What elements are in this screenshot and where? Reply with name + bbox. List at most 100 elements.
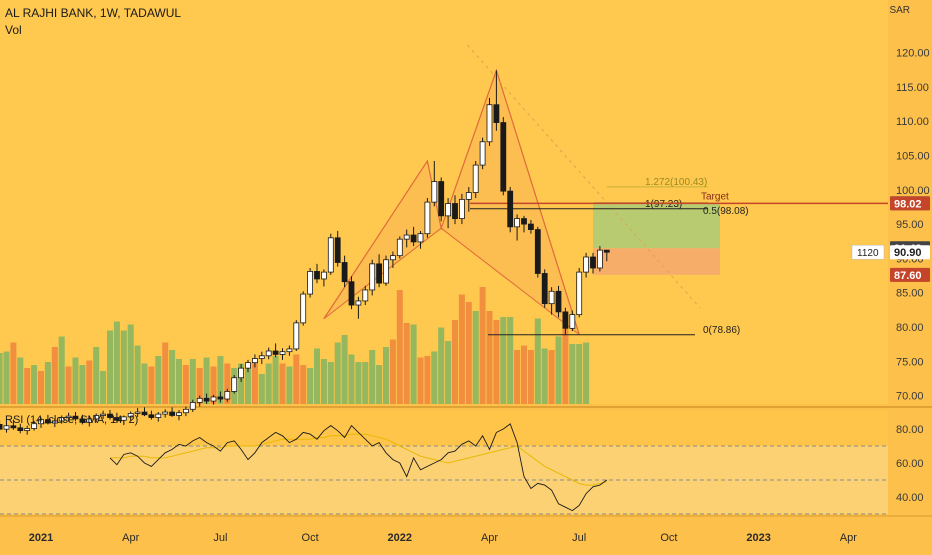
- y-axis-tick-label: 100.00: [896, 185, 930, 197]
- candle-body: [120, 416, 127, 421]
- candle-body: [314, 271, 320, 280]
- volume-bar: [79, 365, 86, 404]
- volume-bar: [38, 371, 44, 404]
- candle-body: [555, 290, 562, 313]
- volume-bar: [521, 345, 527, 404]
- price-tag-label: 90.90: [894, 247, 922, 259]
- candle-body: [203, 397, 210, 402]
- candle-body: [258, 355, 265, 359]
- candle-body: [231, 377, 238, 392]
- y-axis-tick-label: 85.00: [896, 288, 924, 300]
- x-axis-tick-label: Apr: [840, 532, 857, 544]
- y-axis-tick-label: 105.00: [896, 150, 930, 162]
- candle-body: [486, 104, 493, 143]
- candle-body: [245, 362, 251, 369]
- x-axis-tick-label: 2021: [29, 532, 53, 544]
- candle-body: [383, 259, 389, 284]
- target-label: Target: [701, 191, 729, 202]
- volume-bar: [465, 302, 472, 404]
- volume-bar: [182, 365, 189, 404]
- candle-body: [210, 396, 217, 402]
- candle-body: [548, 290, 555, 305]
- candle-body: [127, 413, 134, 418]
- candle-body: [452, 203, 458, 219]
- volume-bar: [445, 341, 452, 404]
- candle-body: [17, 427, 24, 431]
- last-price-box: [851, 244, 885, 260]
- volume-bar: [362, 362, 369, 404]
- volume-bar: [514, 350, 521, 404]
- volume-bar: [403, 323, 410, 404]
- candle-body: [479, 141, 486, 166]
- candle-body: [279, 351, 286, 355]
- volume-bar: [258, 374, 265, 404]
- candle-body: [403, 234, 410, 240]
- candle-body: [576, 271, 583, 316]
- pattern-bd-line: [440, 227, 580, 335]
- candle-body: [65, 415, 72, 418]
- volume-bar: [238, 363, 245, 404]
- volume-bar: [127, 324, 134, 404]
- volume-bar: [327, 362, 334, 404]
- volume-bar: [320, 359, 327, 404]
- candle-body: [334, 237, 341, 263]
- volume-bar: [369, 350, 376, 404]
- candle-body: [58, 417, 65, 422]
- candle-body: [114, 417, 120, 421]
- candle-body: [431, 181, 438, 203]
- volume-bar: [141, 363, 148, 404]
- volume-bar: [341, 335, 348, 404]
- volume-bar: [583, 342, 590, 404]
- candle-body: [528, 223, 534, 230]
- candle-body: [51, 420, 58, 424]
- candle-body: [562, 311, 569, 329]
- candle-body: [100, 413, 106, 416]
- volume-bar: [58, 336, 65, 404]
- volume-bar: [527, 350, 534, 404]
- price-tag-label: 98.02: [894, 198, 922, 210]
- volume-bar: [279, 363, 286, 404]
- volume-bar: [355, 362, 362, 404]
- volume-bar: [410, 324, 417, 404]
- volume-bar: [265, 363, 272, 404]
- candle-body: [182, 408, 189, 414]
- volume-bar: [493, 320, 500, 404]
- candle-body: [169, 411, 176, 416]
- volume-bar: [113, 321, 120, 404]
- volume-bar: [424, 356, 431, 404]
- y-axis-tick-label: 115.00: [896, 82, 929, 94]
- volume-bar: [507, 317, 514, 404]
- volume-bar: [486, 311, 493, 404]
- candle-body: [320, 271, 327, 280]
- pattern-xb-line: [323, 227, 442, 320]
- x-axis-tick-label: 2022: [388, 532, 412, 544]
- candle-body: [348, 281, 355, 306]
- pattern-triangle-xab: [323, 160, 442, 319]
- x-axis-tick-label: 2023: [746, 532, 770, 544]
- candle-body: [155, 413, 162, 418]
- candle-body: [597, 249, 603, 269]
- candle-body: [355, 300, 362, 306]
- candle-body: [500, 122, 507, 192]
- volume-bar: [334, 342, 341, 404]
- candle-body: [583, 256, 589, 273]
- volume-bar: [417, 357, 424, 404]
- candle-body: [286, 348, 293, 353]
- volume-bar: [44, 362, 51, 404]
- candle-body: [3, 425, 10, 430]
- x-axis-tick-label: Jul: [213, 532, 227, 544]
- volume-bar: [31, 365, 38, 404]
- y-axis-tick-label: 80.00: [896, 322, 924, 334]
- y-axis-tick-label: 110.00: [896, 116, 929, 128]
- candle-body: [0, 423, 3, 430]
- candle-body: [79, 418, 86, 423]
- fib-level-label: 0.5(98.08): [703, 206, 749, 217]
- price-tag: [890, 267, 930, 282]
- projection-dotted-line: [467, 44, 701, 309]
- volume-bar: [576, 344, 583, 404]
- candle-body: [507, 190, 514, 228]
- rsi-tick-label: 40.00: [896, 492, 924, 504]
- rsi-sma-line: [110, 433, 607, 486]
